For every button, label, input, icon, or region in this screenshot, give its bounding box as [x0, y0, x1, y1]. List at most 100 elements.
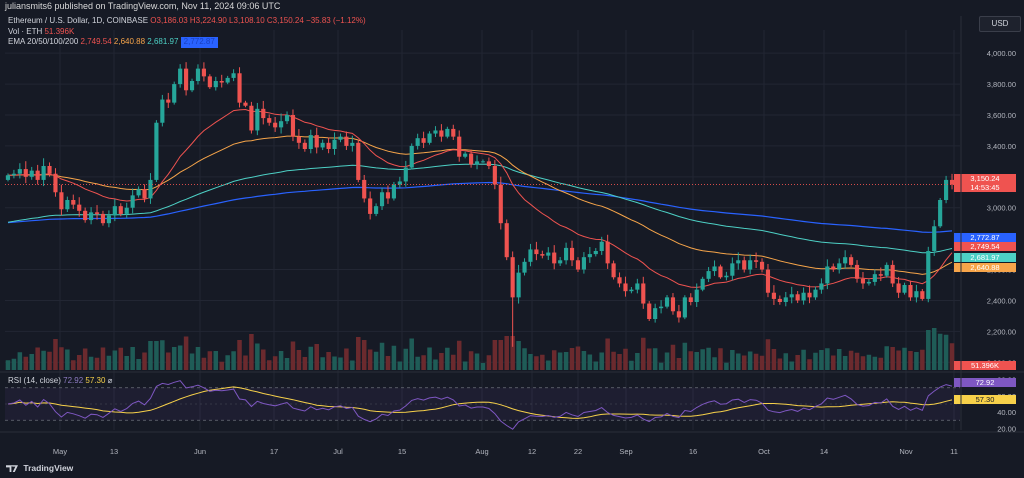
symbol-row: Ethereum / U.S. Dollar, 1D, COINBASE O3,… — [8, 16, 366, 27]
candle-body — [112, 206, 117, 216]
price-label-text: 2,749.54 — [970, 242, 999, 251]
candle-body — [480, 161, 486, 163]
volume-bar — [409, 338, 414, 370]
candle-body — [837, 263, 842, 270]
volume-bar — [344, 348, 349, 370]
volume-bar — [41, 350, 46, 370]
volume-bar — [5, 360, 11, 370]
rsi-value: 72.92 — [63, 376, 84, 385]
volume-bar — [391, 345, 397, 370]
volume-bar — [492, 340, 498, 370]
volume-bar — [326, 352, 331, 370]
volume-bar — [528, 354, 533, 370]
candle-body — [284, 115, 290, 122]
volume-bar — [427, 347, 432, 370]
currency-button[interactable]: USD — [979, 16, 1021, 32]
time-tick-label: 22 — [574, 447, 582, 456]
candle-body — [510, 257, 515, 298]
candle-body — [344, 136, 349, 146]
volume-bar — [866, 354, 872, 370]
time-tick-label: 12 — [528, 447, 536, 456]
candle-body — [415, 138, 420, 146]
candle-body — [403, 167, 408, 182]
volume-bar — [462, 361, 468, 370]
volume-bar — [195, 347, 201, 370]
volume-bar — [789, 361, 794, 370]
candle-body — [498, 184, 503, 224]
volume-bar — [593, 361, 599, 370]
candle-body — [540, 254, 545, 256]
candle-body — [172, 84, 177, 103]
rsi-ma-value: 57.30 — [85, 376, 106, 385]
candle-body — [641, 283, 646, 304]
volume-bar — [510, 336, 515, 370]
candle-body — [694, 289, 699, 302]
candle-body — [17, 169, 22, 174]
volume-bar — [76, 355, 82, 370]
price-label-text: 2,772.87 — [970, 233, 999, 242]
candle-body — [777, 298, 782, 302]
volume-bar — [896, 350, 901, 370]
volume-bar — [166, 352, 171, 370]
volume-bar — [914, 352, 919, 370]
volume-bar — [17, 352, 23, 370]
volume-bar — [160, 340, 165, 370]
volume-bar — [148, 341, 153, 370]
volume-bar — [201, 357, 207, 370]
ema20-line — [7, 108, 953, 288]
candle-body — [878, 274, 883, 276]
volume-bar — [106, 355, 112, 370]
volume-bar — [534, 356, 539, 370]
volume-bar — [207, 351, 213, 370]
candle-body — [160, 99, 165, 123]
price-label-text: 2,640.88 — [970, 263, 999, 272]
volume-bar — [617, 354, 622, 370]
candle-body — [676, 311, 681, 318]
ema200-value: 2,772.87 — [180, 37, 218, 48]
volume-bar — [937, 333, 943, 370]
candle-body — [106, 215, 111, 224]
candle-body — [712, 266, 717, 272]
volume-bar — [415, 356, 420, 370]
volume-bar — [949, 343, 955, 370]
candle-body — [59, 192, 64, 210]
candle-body — [896, 283, 901, 293]
volume-bar — [854, 352, 860, 370]
candle-body — [581, 257, 586, 270]
candle-body — [908, 285, 913, 298]
price-label-box — [954, 183, 1016, 192]
rsi-ma-label-text: 57.30 — [976, 395, 995, 404]
volume-bar — [504, 336, 509, 370]
candle-body — [320, 142, 325, 148]
candle-body — [267, 118, 272, 123]
time-tick-label: 17 — [270, 447, 278, 456]
candle-body — [249, 105, 254, 131]
volume-bar — [931, 328, 937, 370]
price-label-text: 2,681.97 — [970, 253, 999, 262]
candle-body — [558, 260, 563, 264]
candle-body — [255, 108, 260, 131]
open-value: O3,186.03 — [150, 16, 188, 25]
volume-bar — [82, 348, 88, 370]
candle-body — [813, 289, 818, 298]
volume-bar — [557, 352, 563, 370]
time-tick-label: Sep — [619, 447, 632, 456]
volume-bar — [177, 345, 183, 370]
volume-bar — [112, 350, 118, 370]
volume-bar — [356, 337, 361, 370]
price-tick-label: 3,400.00 — [987, 142, 1016, 151]
ema-label: EMA 20/50/100/200 — [8, 37, 79, 46]
volume-bar — [842, 356, 848, 370]
candle-body — [356, 142, 361, 180]
volume-bar — [575, 346, 581, 370]
price-tick-label: 4,000.00 — [987, 49, 1016, 58]
volume-bar — [546, 360, 551, 370]
candle-body — [237, 73, 242, 103]
candle-body — [89, 212, 94, 221]
candle-body — [569, 247, 575, 261]
brand[interactable]: TradingView — [6, 463, 73, 473]
volume-bar — [753, 353, 759, 370]
candle-body — [332, 139, 337, 149]
time-tick-label: Jul — [333, 447, 343, 456]
